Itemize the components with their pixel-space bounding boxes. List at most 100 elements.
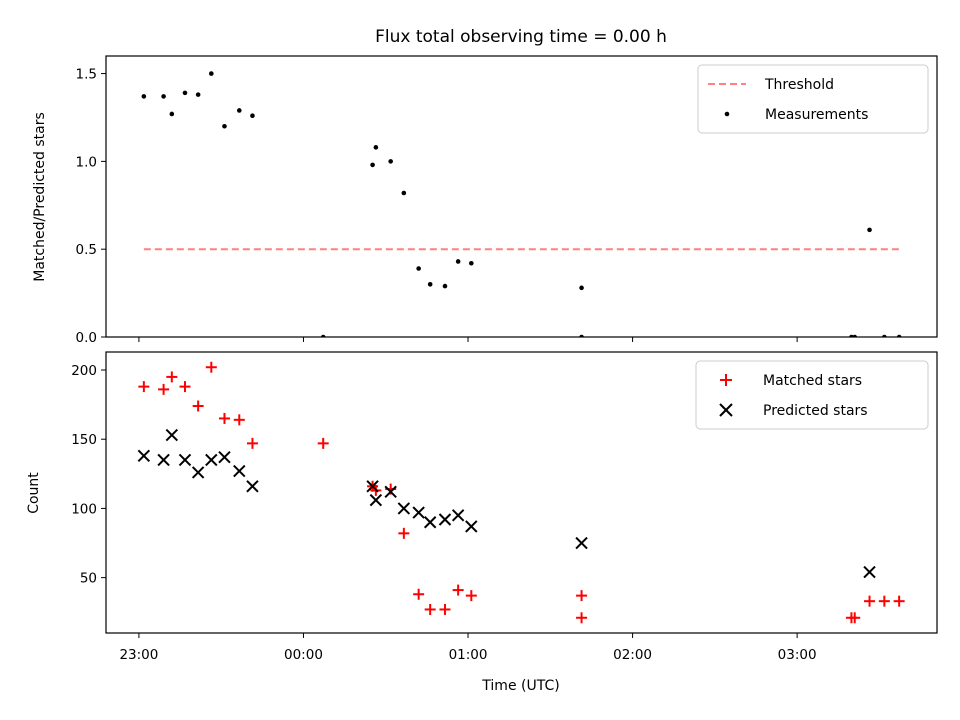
predicted-star-point (218, 450, 231, 464)
matched-star-point (158, 383, 170, 395)
bottom-panel: 50 100 150 200 23:00 00:00 01:00 02:00 03:00 Co… (26, 351, 938, 694)
bottom-y-tick-label: 50 (80, 571, 97, 587)
predicted-star-point (137, 449, 151, 463)
measurement-point (442, 283, 448, 289)
matched-star-point (398, 527, 410, 539)
top-y-tick-label: 0.5 (76, 242, 97, 258)
bottom-y-tick-label: 150 (71, 432, 97, 448)
top-y-tick-label: 1.5 (76, 67, 97, 83)
measurement-point (388, 159, 393, 164)
predicted-star-point (191, 466, 205, 479)
bottom-axes-frame (105, 351, 938, 634)
matched-star-point (179, 381, 191, 393)
matched-star-point (893, 595, 905, 607)
top-legend-box (697, 64, 929, 134)
bottom-legend: Matched stars Predicted stars (695, 360, 929, 430)
predicted-star-point (205, 453, 218, 467)
bottom-plot-area (137, 361, 905, 624)
bottom-x-ticks: 23:00 00:00 01:00 02:00 03:00 (119, 633, 817, 663)
matched-star-point (576, 590, 588, 602)
predicted-star-point (863, 565, 876, 579)
predicted-star-point (233, 464, 246, 478)
measurement-point (195, 92, 201, 97)
measurement-point (867, 227, 872, 233)
bottom-legend-box (695, 360, 929, 430)
bottom-y-axis-label: Count (26, 472, 42, 514)
measurement-point (455, 259, 461, 264)
legend-threshold-label: Threshold (764, 77, 834, 93)
matched-star-point (424, 603, 436, 615)
predicted-star-point (369, 493, 383, 507)
matched-star-point (576, 612, 588, 624)
measurement-point (370, 162, 375, 168)
matched-star-point (246, 437, 258, 449)
measurement-point (209, 71, 214, 76)
x-tick-label: 01:00 (449, 647, 488, 663)
matched-star-point (849, 612, 861, 624)
bottom-y-tick-label: 100 (71, 501, 97, 517)
predicted-star-point (366, 480, 379, 493)
predicted-star-point (451, 509, 465, 522)
predicted-star-point (384, 485, 397, 499)
measurement-point (373, 145, 379, 150)
legend-matched-label: Matched stars (763, 373, 862, 389)
bottom-y-ticks: 50 100 150 200 (71, 363, 106, 587)
matched-star-point (192, 400, 204, 412)
top-y-axis-label: Matched/Predicted stars (32, 112, 48, 282)
matched-star-point (317, 437, 329, 449)
measurement-point (427, 282, 433, 287)
measurement-point (416, 266, 421, 271)
predicted-star-point (412, 506, 425, 519)
matched-star-point (205, 361, 217, 373)
matched-star-point (439, 603, 451, 615)
top-x-ticks (138, 337, 798, 342)
matched-star-point (878, 595, 890, 607)
matched-star-point (218, 412, 230, 424)
predicted-star-point (397, 502, 411, 515)
matched-star-point (413, 588, 425, 600)
bottom-y-tick-label: 200 (71, 363, 97, 379)
measurement-point (222, 123, 227, 129)
legend-matched-swatch (720, 374, 732, 386)
top-y-tick-label: 0.0 (76, 330, 97, 346)
x-tick-label: 23:00 (119, 647, 158, 663)
predicted-star-point (575, 536, 588, 550)
x-axis-label: Time (UTC) (481, 678, 559, 694)
measurement-point (469, 260, 474, 266)
predicted-star-point (157, 453, 170, 467)
legend-measurements-swatch (724, 111, 730, 117)
measurement-point (250, 113, 255, 119)
chart-title: Flux total observing time = 0.00 h (375, 27, 667, 47)
predicted-star-point (423, 516, 437, 529)
matched-star-point (138, 381, 150, 393)
legend-predicted-swatch (719, 403, 733, 417)
predicted-star-point (438, 513, 452, 526)
x-tick-label: 02:00 (613, 647, 652, 663)
matched-star-point (864, 595, 876, 607)
predicted-star-point (246, 480, 259, 493)
measurement-point (161, 94, 166, 99)
predicted-star-point (465, 520, 478, 533)
measurement-point (141, 94, 147, 99)
predicted-star-point (178, 453, 192, 467)
measurement-point (236, 108, 242, 113)
predicted-star-point (165, 428, 179, 442)
x-tick-label: 03:00 (778, 647, 817, 663)
measurement-point (401, 190, 407, 196)
matched-star-point (452, 584, 464, 596)
legend-measurements-label: Measurements (765, 107, 868, 123)
top-y-ticks: 0.0 0.5 1.0 1.5 (76, 67, 106, 346)
matched-star-point (166, 371, 178, 383)
measurement-point (579, 285, 584, 291)
legend-predicted-label: Predicted stars (763, 403, 868, 419)
measurement-point (182, 90, 188, 96)
matched-star-point (233, 414, 245, 426)
top-y-tick-label: 1.0 (76, 154, 97, 170)
x-tick-label: 00:00 (284, 647, 323, 663)
matched-star-point (465, 590, 477, 602)
top-panel: 0.0 0.5 1.0 1.5 Matched/Predicted stars Thr… (32, 55, 938, 346)
top-axes-frame (105, 55, 938, 338)
top-legend: Threshold Measurements (697, 64, 929, 134)
measurement-point (169, 111, 175, 117)
